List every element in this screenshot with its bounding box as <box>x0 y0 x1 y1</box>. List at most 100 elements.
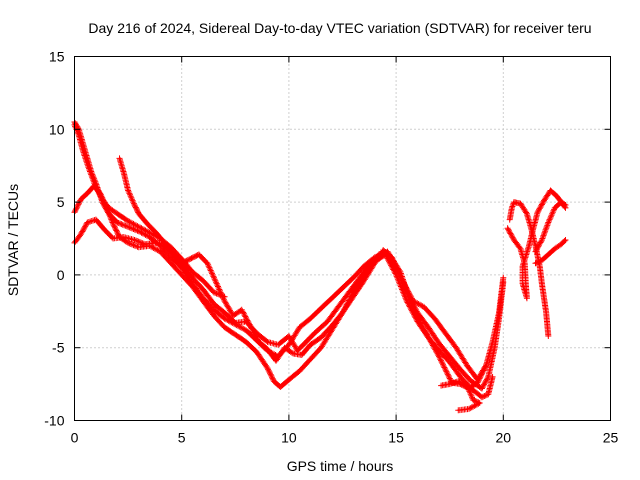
data-point <box>146 223 149 225</box>
x-axis-label: GPS time / hours <box>287 458 394 474</box>
data-point <box>118 157 121 160</box>
plus-marker-trace <box>71 121 228 300</box>
data-point <box>519 247 522 250</box>
data-point <box>170 262 172 265</box>
data-point <box>444 332 447 335</box>
data-point <box>255 351 258 353</box>
data-point <box>292 352 295 355</box>
data-point <box>90 174 93 177</box>
data-point <box>549 189 552 192</box>
data-point <box>240 308 243 311</box>
data-point <box>309 358 312 361</box>
data-point <box>465 384 468 387</box>
data-point <box>560 201 563 204</box>
y-tick-label: 0 <box>57 267 65 283</box>
data-point <box>341 311 344 314</box>
data-point <box>363 265 365 268</box>
data-point <box>122 236 125 238</box>
data-point <box>560 243 563 246</box>
data-point <box>95 218 97 221</box>
data-point <box>86 163 89 166</box>
data-point <box>440 384 443 387</box>
data-point <box>309 317 312 320</box>
data-point <box>472 399 475 402</box>
data-point <box>320 336 322 339</box>
data-point <box>212 291 215 294</box>
data-point <box>339 303 342 305</box>
data-point <box>553 247 556 250</box>
data-point <box>223 317 226 320</box>
data-point <box>180 257 183 260</box>
data-point <box>202 288 205 291</box>
data-point <box>212 314 215 317</box>
data-point <box>122 172 125 174</box>
grid <box>74 56 611 421</box>
data-point <box>212 308 215 311</box>
data-point <box>564 239 567 241</box>
data-point <box>363 279 365 282</box>
data-point <box>266 340 269 343</box>
data-point <box>148 231 151 234</box>
data-point <box>493 346 496 349</box>
data-point <box>540 282 543 285</box>
plus-marker-trace <box>71 183 496 401</box>
data-point <box>546 323 549 326</box>
data-point <box>352 276 355 279</box>
x-tick-label: 25 <box>603 430 619 446</box>
data-point <box>448 355 451 358</box>
data-point <box>485 364 488 367</box>
data-point <box>427 326 430 329</box>
data-point <box>536 211 539 214</box>
data-point <box>234 333 237 336</box>
data-point <box>127 241 129 244</box>
data-point <box>341 287 344 289</box>
data-point <box>540 259 543 262</box>
data-point <box>232 314 235 317</box>
data-point <box>547 253 550 256</box>
data-point <box>137 225 140 228</box>
data-point <box>80 198 82 201</box>
data-point <box>478 402 481 404</box>
data-point <box>395 274 397 276</box>
data-point <box>288 343 290 346</box>
data-point <box>86 221 89 224</box>
data-point <box>305 340 307 343</box>
data-point <box>170 246 172 249</box>
data-point <box>313 332 316 335</box>
data-point <box>433 317 436 320</box>
data-point <box>298 370 301 372</box>
data-point <box>564 204 567 206</box>
data-point <box>95 186 97 189</box>
data-point <box>487 375 490 378</box>
data-point <box>448 361 451 364</box>
series-track-i <box>532 199 569 255</box>
data-point <box>330 324 333 327</box>
data-point <box>148 236 151 238</box>
data-point <box>326 320 329 323</box>
data-point <box>300 354 303 356</box>
data-point <box>298 326 301 329</box>
y-axis-label: SDTVAR / TECUs <box>5 184 21 296</box>
data-point <box>127 225 129 228</box>
data-point <box>133 239 136 241</box>
data-point <box>547 335 550 337</box>
data-point <box>288 335 290 337</box>
data-point <box>212 303 215 305</box>
data-point <box>399 271 402 273</box>
data-point <box>521 265 524 268</box>
data-point <box>223 326 226 329</box>
data-point <box>170 256 172 259</box>
data-point <box>275 359 277 362</box>
y-tick-label: -10 <box>44 413 64 429</box>
data-point <box>519 202 522 205</box>
x-tick-label: 15 <box>388 430 404 446</box>
data-point <box>470 380 473 383</box>
data-point <box>191 276 194 279</box>
data-point <box>215 281 217 284</box>
data-point <box>352 285 355 288</box>
data-point <box>245 329 247 332</box>
series-track-d <box>71 216 490 392</box>
data-point <box>255 332 258 335</box>
data-point <box>155 231 157 234</box>
data-point <box>202 279 205 282</box>
